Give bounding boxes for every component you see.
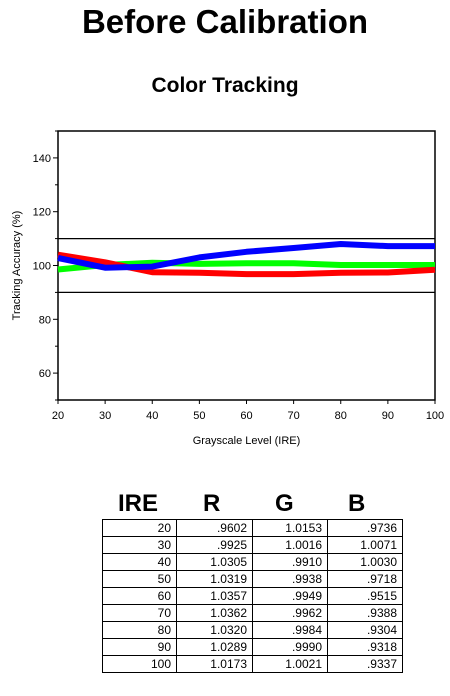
table-header-ire: IRE	[118, 490, 159, 517]
table-cell: .9304	[327, 621, 403, 639]
table-cell: .9949	[252, 587, 328, 605]
y-tick-label: 120	[33, 207, 51, 219]
table-row: 50 1.0319.9938.9718	[102, 570, 403, 588]
table-cell: .9962	[252, 604, 328, 622]
table-cell: 1.0016	[252, 536, 328, 554]
table-cell: 1.0357	[176, 587, 253, 605]
table-cell: .9718	[327, 570, 403, 588]
table-cell: .9925	[176, 536, 253, 554]
table-cell: .9602	[176, 519, 253, 537]
x-tick-label: 80	[335, 410, 347, 422]
x-tick-label: 30	[99, 410, 111, 422]
table-cell: 70	[102, 604, 177, 622]
x-tick-label: 50	[193, 410, 205, 422]
table-cell: 1.0289	[176, 638, 253, 656]
x-tick-label: 20	[52, 410, 64, 422]
table-cell: 1.0362	[176, 604, 253, 622]
table-cell: .9938	[252, 570, 328, 588]
main-title: Before Calibration	[81, 3, 369, 40]
table-cell: 50	[102, 570, 177, 588]
table-row: 40 1.0305.9910 1.0030	[102, 553, 403, 571]
table-cell: .9337	[327, 655, 403, 673]
table-row: 100 1.0173 1.0021.9337	[102, 655, 403, 673]
table-cell: 1.0021	[252, 655, 328, 673]
table-cell: 20	[102, 519, 177, 537]
table-cell: 1.0030	[327, 553, 403, 571]
x-tick-label: 90	[382, 410, 394, 422]
table-cell: .9318	[327, 638, 403, 656]
table-cell: 80	[102, 621, 177, 639]
table-row: 70 1.0362.9962.9388	[102, 604, 403, 622]
table-cell: .9736	[327, 519, 403, 537]
table-cell: .9515	[327, 587, 403, 605]
table-header-g: G	[275, 490, 294, 517]
table-cell: .9990	[252, 638, 328, 656]
chart-title: Color Tracking	[151, 74, 299, 97]
x-tick-label: 60	[240, 410, 252, 422]
table-cell: 40	[102, 553, 177, 571]
line-chart: 60 80 100 120 140 20 30 40 50 60 70 80 90 100 Grayscal…	[11, 130, 444, 447]
table-header-r: R	[203, 490, 221, 517]
x-tick-label: 100	[426, 410, 444, 422]
y-axis-label: Tracking Accuracy (%)	[11, 211, 23, 321]
series-line-2	[57, 241, 435, 271]
table-row: 90 1.0289.9990.9318	[102, 638, 403, 656]
table-cell: 1.0319	[176, 570, 253, 588]
y-tick-label: 100	[33, 261, 51, 273]
table-cell: 60	[102, 587, 177, 605]
table-cell: 30	[102, 536, 177, 554]
x-tick-label: 40	[146, 410, 158, 422]
table-cell: 1.0305	[176, 553, 253, 571]
x-axis-label: Grayscale Level (IRE)	[193, 435, 301, 447]
table-row: 80 1.0320.9984.9304	[102, 621, 403, 639]
table-row: 20.9602 1.0153.9736	[102, 519, 403, 537]
table-cell: 1.0173	[176, 655, 253, 673]
table-cell: .9984	[252, 621, 328, 639]
y-tick-label: 80	[39, 314, 51, 326]
table-cell: 90	[102, 638, 177, 656]
table-header-b: B	[348, 490, 366, 517]
table-cell: 100	[102, 655, 177, 673]
table-cell: 1.0153	[252, 519, 328, 537]
table-cell: .9388	[327, 604, 403, 622]
table-cell: 1.0320	[176, 621, 253, 639]
calibration-table: 20.9602 1.0153.9736 30.9925 1.0016 1.0071 40 1…	[102, 519, 403, 673]
table-cell: 1.0071	[327, 536, 403, 554]
x-tick-label: 70	[288, 410, 300, 422]
table-row: 30.9925 1.0016 1.0071	[102, 536, 403, 554]
table-row: 60 1.0357.9949.9515	[102, 587, 403, 605]
y-tick-label: 60	[39, 368, 51, 380]
y-tick-label: 140	[33, 153, 51, 165]
table-cell: .9910	[252, 553, 328, 571]
